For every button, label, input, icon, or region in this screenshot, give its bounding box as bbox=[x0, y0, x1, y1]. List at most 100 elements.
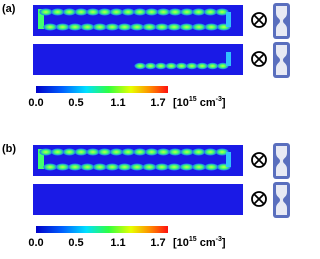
mode-lobe bbox=[68, 23, 82, 31]
figure: (a)0.0 0.5 1.1 1.7 [1015 cm-3](b)0.0 0.5 1.1 1.… bbox=[2, 3, 290, 249]
colorbar-tick-label: 0.0 bbox=[28, 97, 43, 109]
mode-lobe bbox=[204, 163, 219, 171]
mode-lobe bbox=[156, 148, 170, 156]
colorbar-unit: [1015 cm-3] bbox=[173, 236, 226, 249]
mode-lobe bbox=[109, 148, 123, 156]
text-part: [10 bbox=[173, 237, 189, 249]
text-part: 15 bbox=[189, 236, 197, 243]
field-direction-icon bbox=[251, 12, 267, 28]
cross-section-icon bbox=[273, 182, 290, 218]
mode-lobe bbox=[180, 148, 194, 156]
mode-bridge bbox=[226, 52, 231, 66]
mode-lobe bbox=[130, 23, 144, 31]
mode-lobe bbox=[39, 8, 53, 16]
mode-lobe bbox=[192, 163, 206, 171]
mode-lobe bbox=[80, 163, 95, 171]
text-part: cm bbox=[197, 97, 216, 109]
mode-lobe bbox=[217, 62, 229, 70]
mode-lobe bbox=[165, 62, 177, 70]
cross-section-icon bbox=[273, 42, 290, 78]
mode-lobe bbox=[74, 148, 88, 156]
mode-lobe bbox=[206, 62, 219, 70]
mode-lobe bbox=[154, 23, 169, 31]
mode-lobe bbox=[86, 148, 100, 156]
mode-lobe bbox=[117, 163, 132, 171]
text-part: cm bbox=[197, 237, 216, 249]
mode-bridge bbox=[38, 149, 44, 169]
mode-lobe bbox=[145, 8, 159, 16]
colorbar-tick-label: 0.5 bbox=[68, 237, 83, 249]
panel: (a) 0.0 0.5 1.1 1.7 [1015 cm-3] bbox=[2, 3, 290, 109]
mode-lobe bbox=[168, 8, 182, 16]
mode-lobe bbox=[98, 148, 112, 156]
mode-lobe bbox=[144, 62, 157, 70]
field-map bbox=[33, 44, 243, 75]
mode-lobe bbox=[130, 163, 144, 171]
colorbar-unit: [1015 cm-3] bbox=[173, 96, 226, 109]
mode-lobe bbox=[204, 23, 219, 31]
mode-lobe bbox=[192, 8, 206, 16]
mode-lobe bbox=[109, 8, 123, 16]
mode-lobe bbox=[167, 23, 182, 31]
mode-lobe bbox=[117, 23, 132, 31]
mode-lobe bbox=[105, 163, 120, 171]
mode-lobe bbox=[62, 8, 76, 16]
mode-lobe bbox=[186, 62, 198, 70]
mode-lobe bbox=[192, 23, 206, 31]
mode-lobe bbox=[62, 148, 76, 156]
colorbar-tick-label: 0.5 bbox=[68, 97, 83, 109]
field-map bbox=[33, 184, 243, 215]
mode-lobe bbox=[92, 23, 107, 31]
mode-lobe bbox=[196, 62, 208, 70]
text-part: -3 bbox=[216, 96, 222, 103]
mode-lobe bbox=[86, 8, 100, 16]
text-part: [10 bbox=[173, 97, 189, 109]
mode-lobe bbox=[98, 8, 112, 16]
colorbar-tick-label: 0.0 bbox=[28, 237, 43, 249]
mode-lobe bbox=[68, 163, 82, 171]
colorbar-tick-label: 1.1 bbox=[110, 97, 125, 109]
mode-lobe bbox=[142, 23, 157, 31]
mode-lobe bbox=[215, 8, 229, 16]
mode-lobe bbox=[179, 23, 194, 31]
panel: (b) 0.0 0.5 1.1 1.7 [1015 cm-3] bbox=[2, 143, 290, 249]
mode-lobe bbox=[133, 8, 147, 16]
mode-lobe bbox=[133, 148, 147, 156]
mode-lobe bbox=[55, 23, 70, 31]
mode-lobe bbox=[203, 148, 217, 156]
mode-lobe bbox=[43, 23, 58, 31]
mode-lobe bbox=[142, 163, 157, 171]
mode-lobe bbox=[179, 163, 194, 171]
text-part: ] bbox=[222, 97, 226, 109]
colorbar bbox=[36, 226, 168, 233]
colorbar-tick-label: 1.7 bbox=[150, 237, 165, 249]
mode-lobe bbox=[168, 148, 182, 156]
mode-bridge bbox=[226, 152, 231, 167]
mode-lobe bbox=[180, 8, 194, 16]
cross-section-icon bbox=[273, 3, 290, 39]
colorbar-tick-label: 1.1 bbox=[110, 237, 125, 249]
panel-label: (b) bbox=[2, 143, 16, 155]
mode-lobe bbox=[51, 148, 65, 156]
panel-label: (a) bbox=[2, 3, 16, 15]
mode-lobe bbox=[121, 8, 135, 16]
mode-lobe bbox=[74, 8, 88, 16]
colorbar bbox=[36, 86, 168, 93]
mode-lobe bbox=[80, 23, 95, 31]
mode-lobe bbox=[43, 163, 58, 171]
text-part: -3 bbox=[216, 236, 222, 243]
mode-lobe bbox=[51, 8, 65, 16]
mode-lobe bbox=[39, 148, 53, 156]
mode-lobe bbox=[175, 62, 188, 70]
mode-lobe bbox=[167, 163, 182, 171]
mode-lobe bbox=[192, 148, 206, 156]
mode-lobe bbox=[145, 148, 159, 156]
mode-lobe bbox=[155, 62, 167, 70]
cross-section-icon bbox=[273, 143, 290, 179]
mode-bridge bbox=[226, 12, 231, 27]
mode-lobe bbox=[134, 62, 146, 70]
mode-lobe bbox=[121, 148, 135, 156]
mode-lobe bbox=[55, 163, 70, 171]
text-part: 15 bbox=[189, 96, 197, 103]
mode-lobe bbox=[154, 163, 169, 171]
